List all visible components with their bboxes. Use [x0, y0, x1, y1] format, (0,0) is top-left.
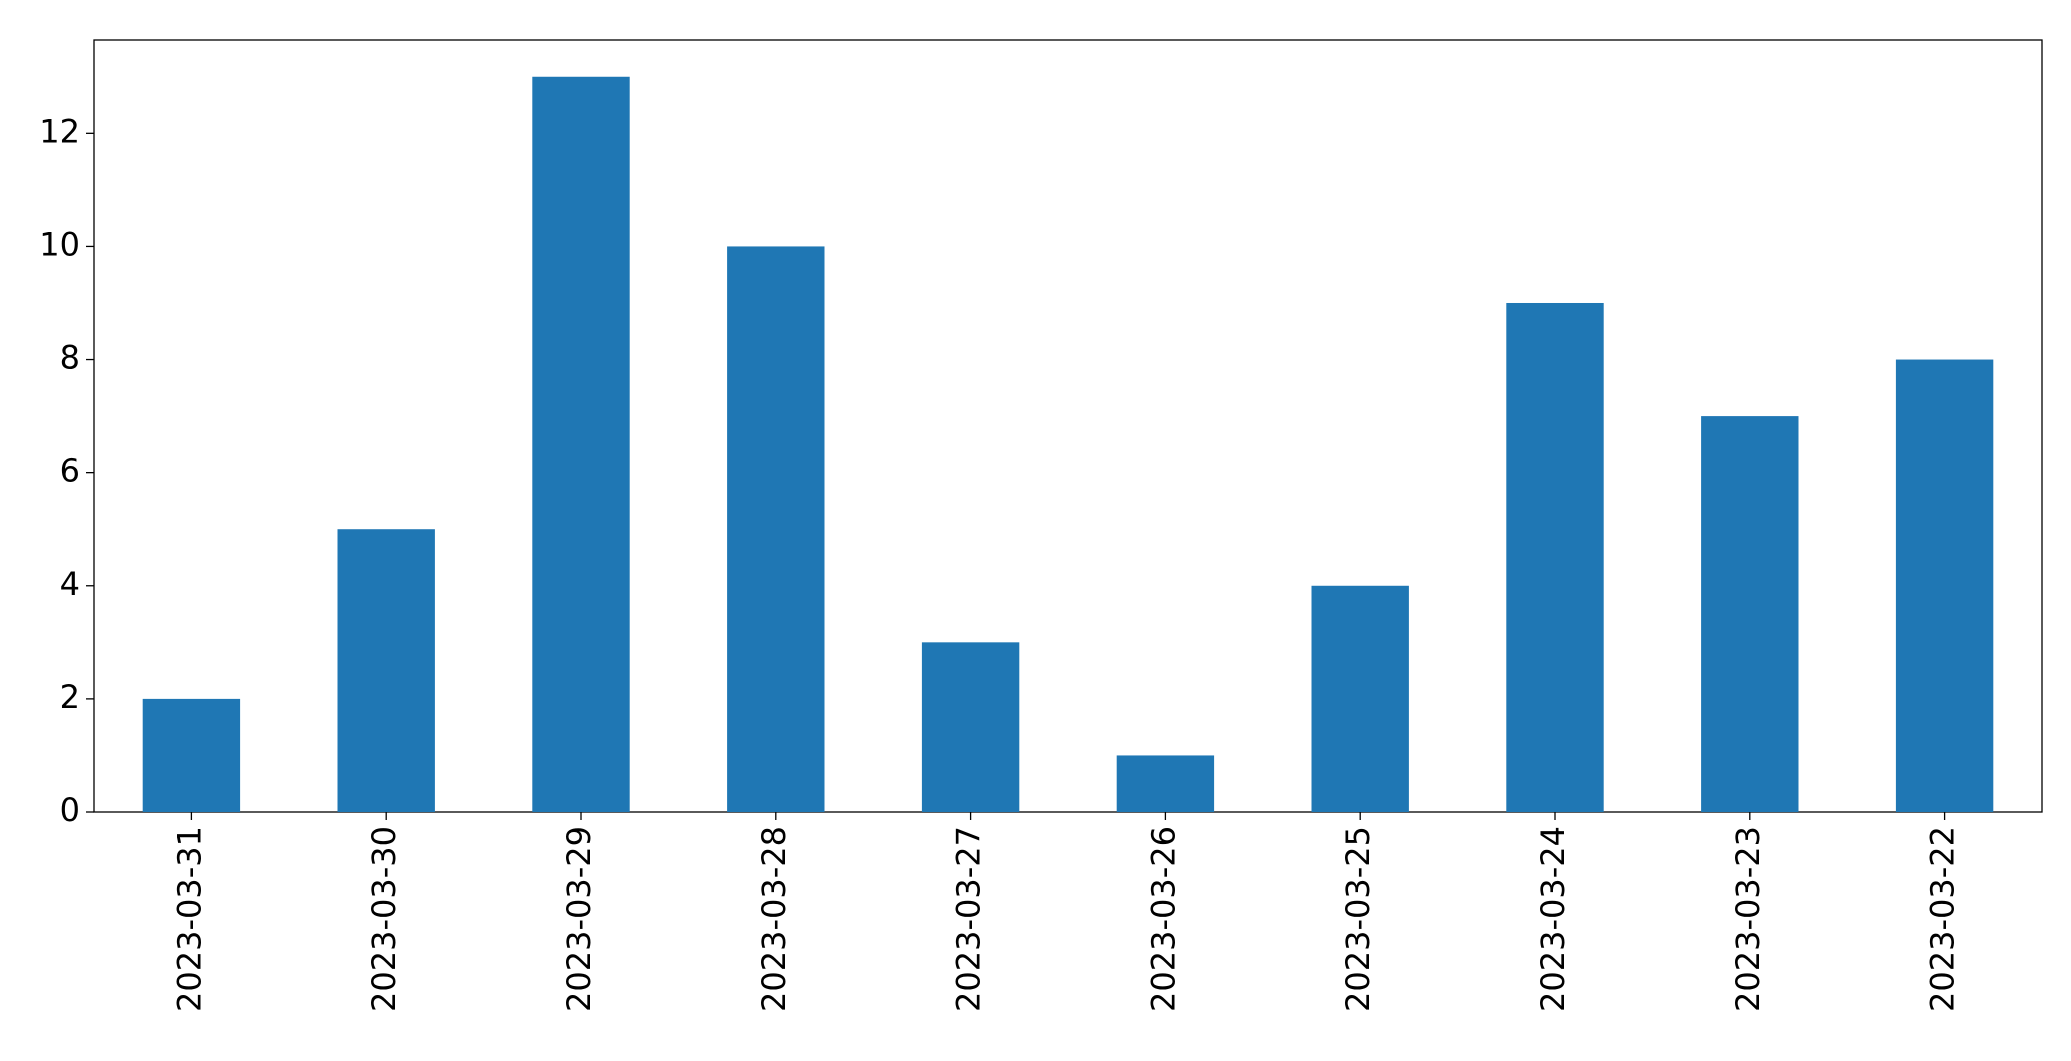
bar [1311, 585, 1409, 812]
y-tick-label: 0 [60, 791, 80, 829]
bar [727, 246, 825, 812]
plot-frame [93, 39, 2043, 813]
x-tick-label: 2023-03-30 [365, 826, 403, 1012]
x-tick-label: 2023-03-24 [1534, 826, 1572, 1012]
bar [921, 642, 1020, 812]
y-tick-label: 12 [39, 112, 80, 150]
x-tick-label: 2023-03-26 [1144, 826, 1182, 1012]
bar [1701, 416, 1799, 812]
bar [1506, 302, 1604, 812]
y-tick-label: 10 [39, 225, 80, 263]
x-tick-label: 2023-03-31 [170, 826, 208, 1012]
y-tick-label: 8 [60, 339, 80, 377]
bar [142, 698, 241, 812]
bar [532, 76, 630, 812]
y-tick-label: 4 [60, 565, 80, 603]
y-tick-label: 6 [60, 452, 80, 490]
x-tick-label: 2023-03-27 [950, 826, 988, 1012]
x-tick-label: 2023-03-22 [1924, 826, 1962, 1012]
bar [1116, 755, 1215, 812]
x-tick-label: 2023-03-25 [1339, 826, 1377, 1012]
x-tick-label: 2023-03-23 [1729, 826, 1767, 1012]
x-tick-label: 2023-03-28 [755, 826, 793, 1012]
bar [1895, 359, 1994, 812]
y-tick-label: 2 [60, 678, 80, 716]
bar [337, 529, 435, 812]
x-tick-label: 2023-03-29 [560, 826, 598, 1012]
